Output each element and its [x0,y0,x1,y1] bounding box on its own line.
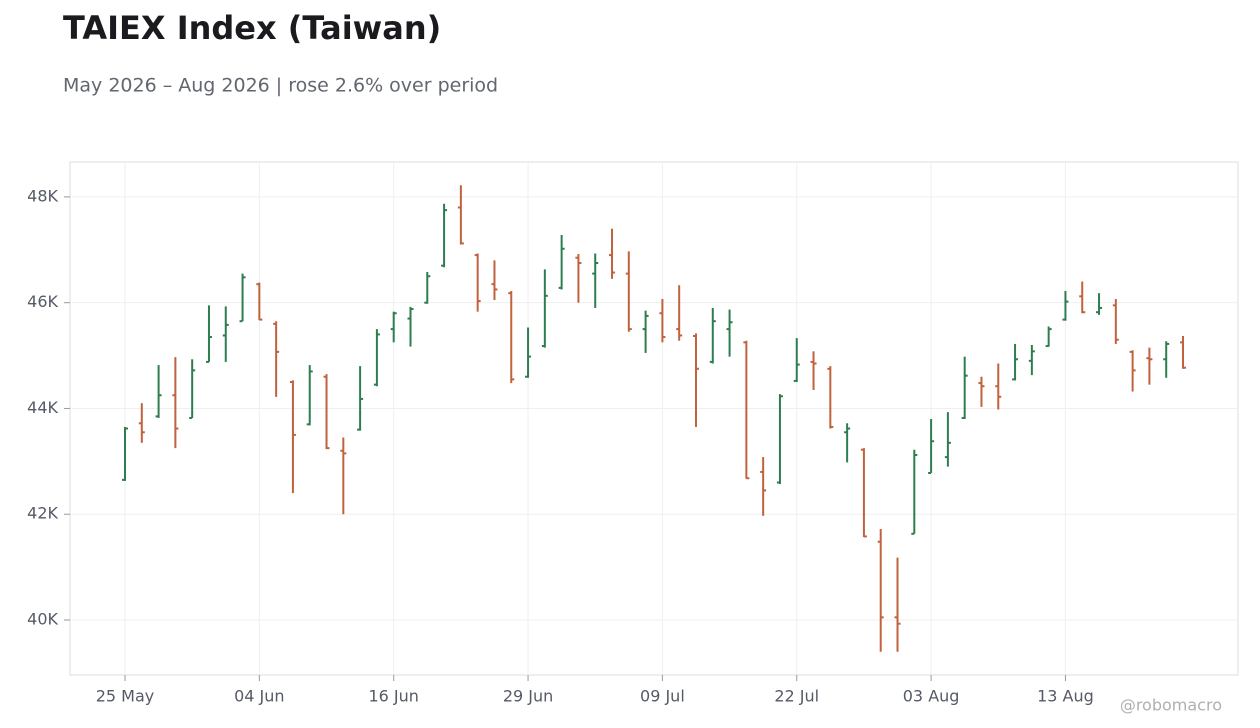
x-tick-label: 25 May [96,687,155,706]
chart-subtitle: May 2026 – Aug 2026 | rose 2.6% over per… [63,75,498,97]
x-tick-label: 22 Jul [774,687,819,706]
x-tick-label: 16 Jun [368,687,418,706]
y-tick-label: 48K [27,186,58,205]
chart-title: TAIEX Index (Taiwan) [63,9,441,47]
y-tick-label: 44K [27,398,58,417]
y-tick-label: 40K [27,609,58,628]
x-tick-label: 29 Jun [503,687,553,706]
x-tick-label: 04 Jun [234,687,284,706]
x-tick-label: 03 Aug [903,687,960,706]
plot-frame [69,161,1239,676]
y-tick-label: 42K [27,504,58,523]
x-tick-label: 13 Aug [1037,687,1094,706]
x-tick-label: 09 Jul [640,687,685,706]
y-tick-label: 46K [27,292,58,311]
watermark: @robomacro [1120,696,1222,715]
